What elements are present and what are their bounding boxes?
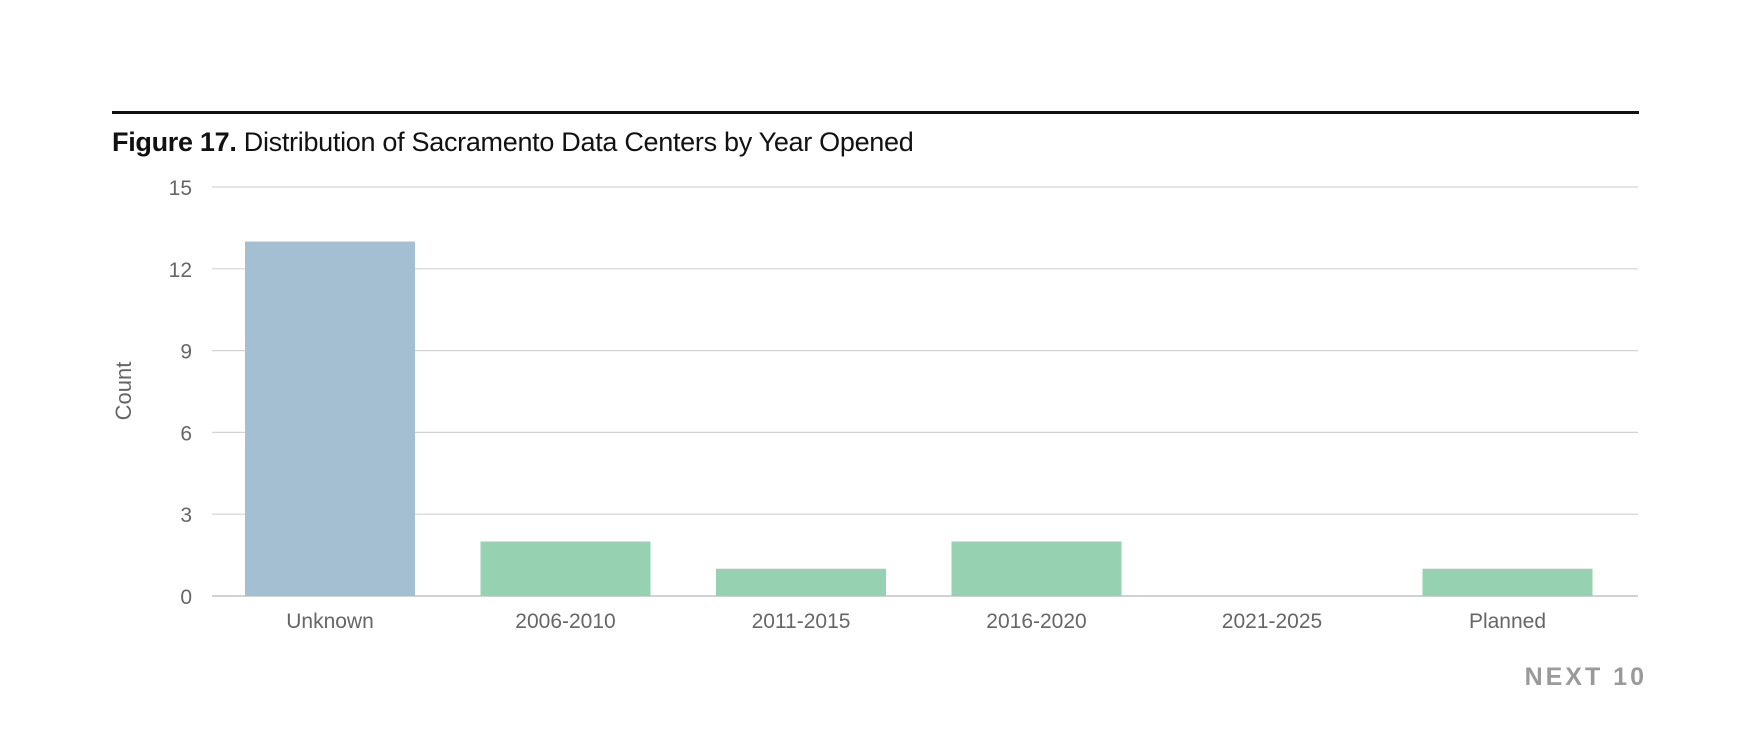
y-tick-label: 12: [169, 259, 192, 282]
gridlines: [212, 186, 1638, 597]
y-tick-label: 3: [180, 504, 192, 527]
x-axis-ticks: Unknown 2006-2010 2011-2015 2016-2020 2021-2…: [286, 610, 1546, 633]
y-tick-label: 0: [180, 586, 192, 609]
y-tick-label: 9: [180, 341, 192, 364]
y-axis-label: Count: [111, 362, 136, 421]
bar-2011-2015: [716, 568, 886, 596]
x-tick-label: Unknown: [286, 610, 374, 633]
figure-title: Figure 17. Distribution of Sacramento Da…: [112, 127, 914, 158]
x-tick-label: 2011-2015: [752, 610, 851, 633]
x-tick-label: 2021-2025: [1222, 610, 1322, 633]
bar-2006-2010: [480, 541, 651, 596]
figure-title-text: Distribution of Sacramento Data Centers …: [243, 127, 914, 157]
figure-number: Figure 17.: [112, 127, 237, 157]
y-tick-label: 15: [169, 177, 192, 200]
x-tick-label: 2016-2020: [986, 610, 1086, 633]
x-tick-label: Planned: [1469, 610, 1546, 633]
bar-planned: [1422, 568, 1593, 596]
brand-logo-text: NEXT 10: [1524, 663, 1647, 691]
y-axis-ticks: 0 3 6 9 12 15: [169, 177, 192, 609]
bars: [245, 241, 1593, 597]
bar-2016-2020: [951, 541, 1122, 596]
bar-unknown: [245, 241, 415, 597]
title-rule: [112, 111, 1639, 114]
y-tick-label: 6: [180, 422, 192, 445]
x-tick-label: 2006-2010: [515, 610, 615, 633]
